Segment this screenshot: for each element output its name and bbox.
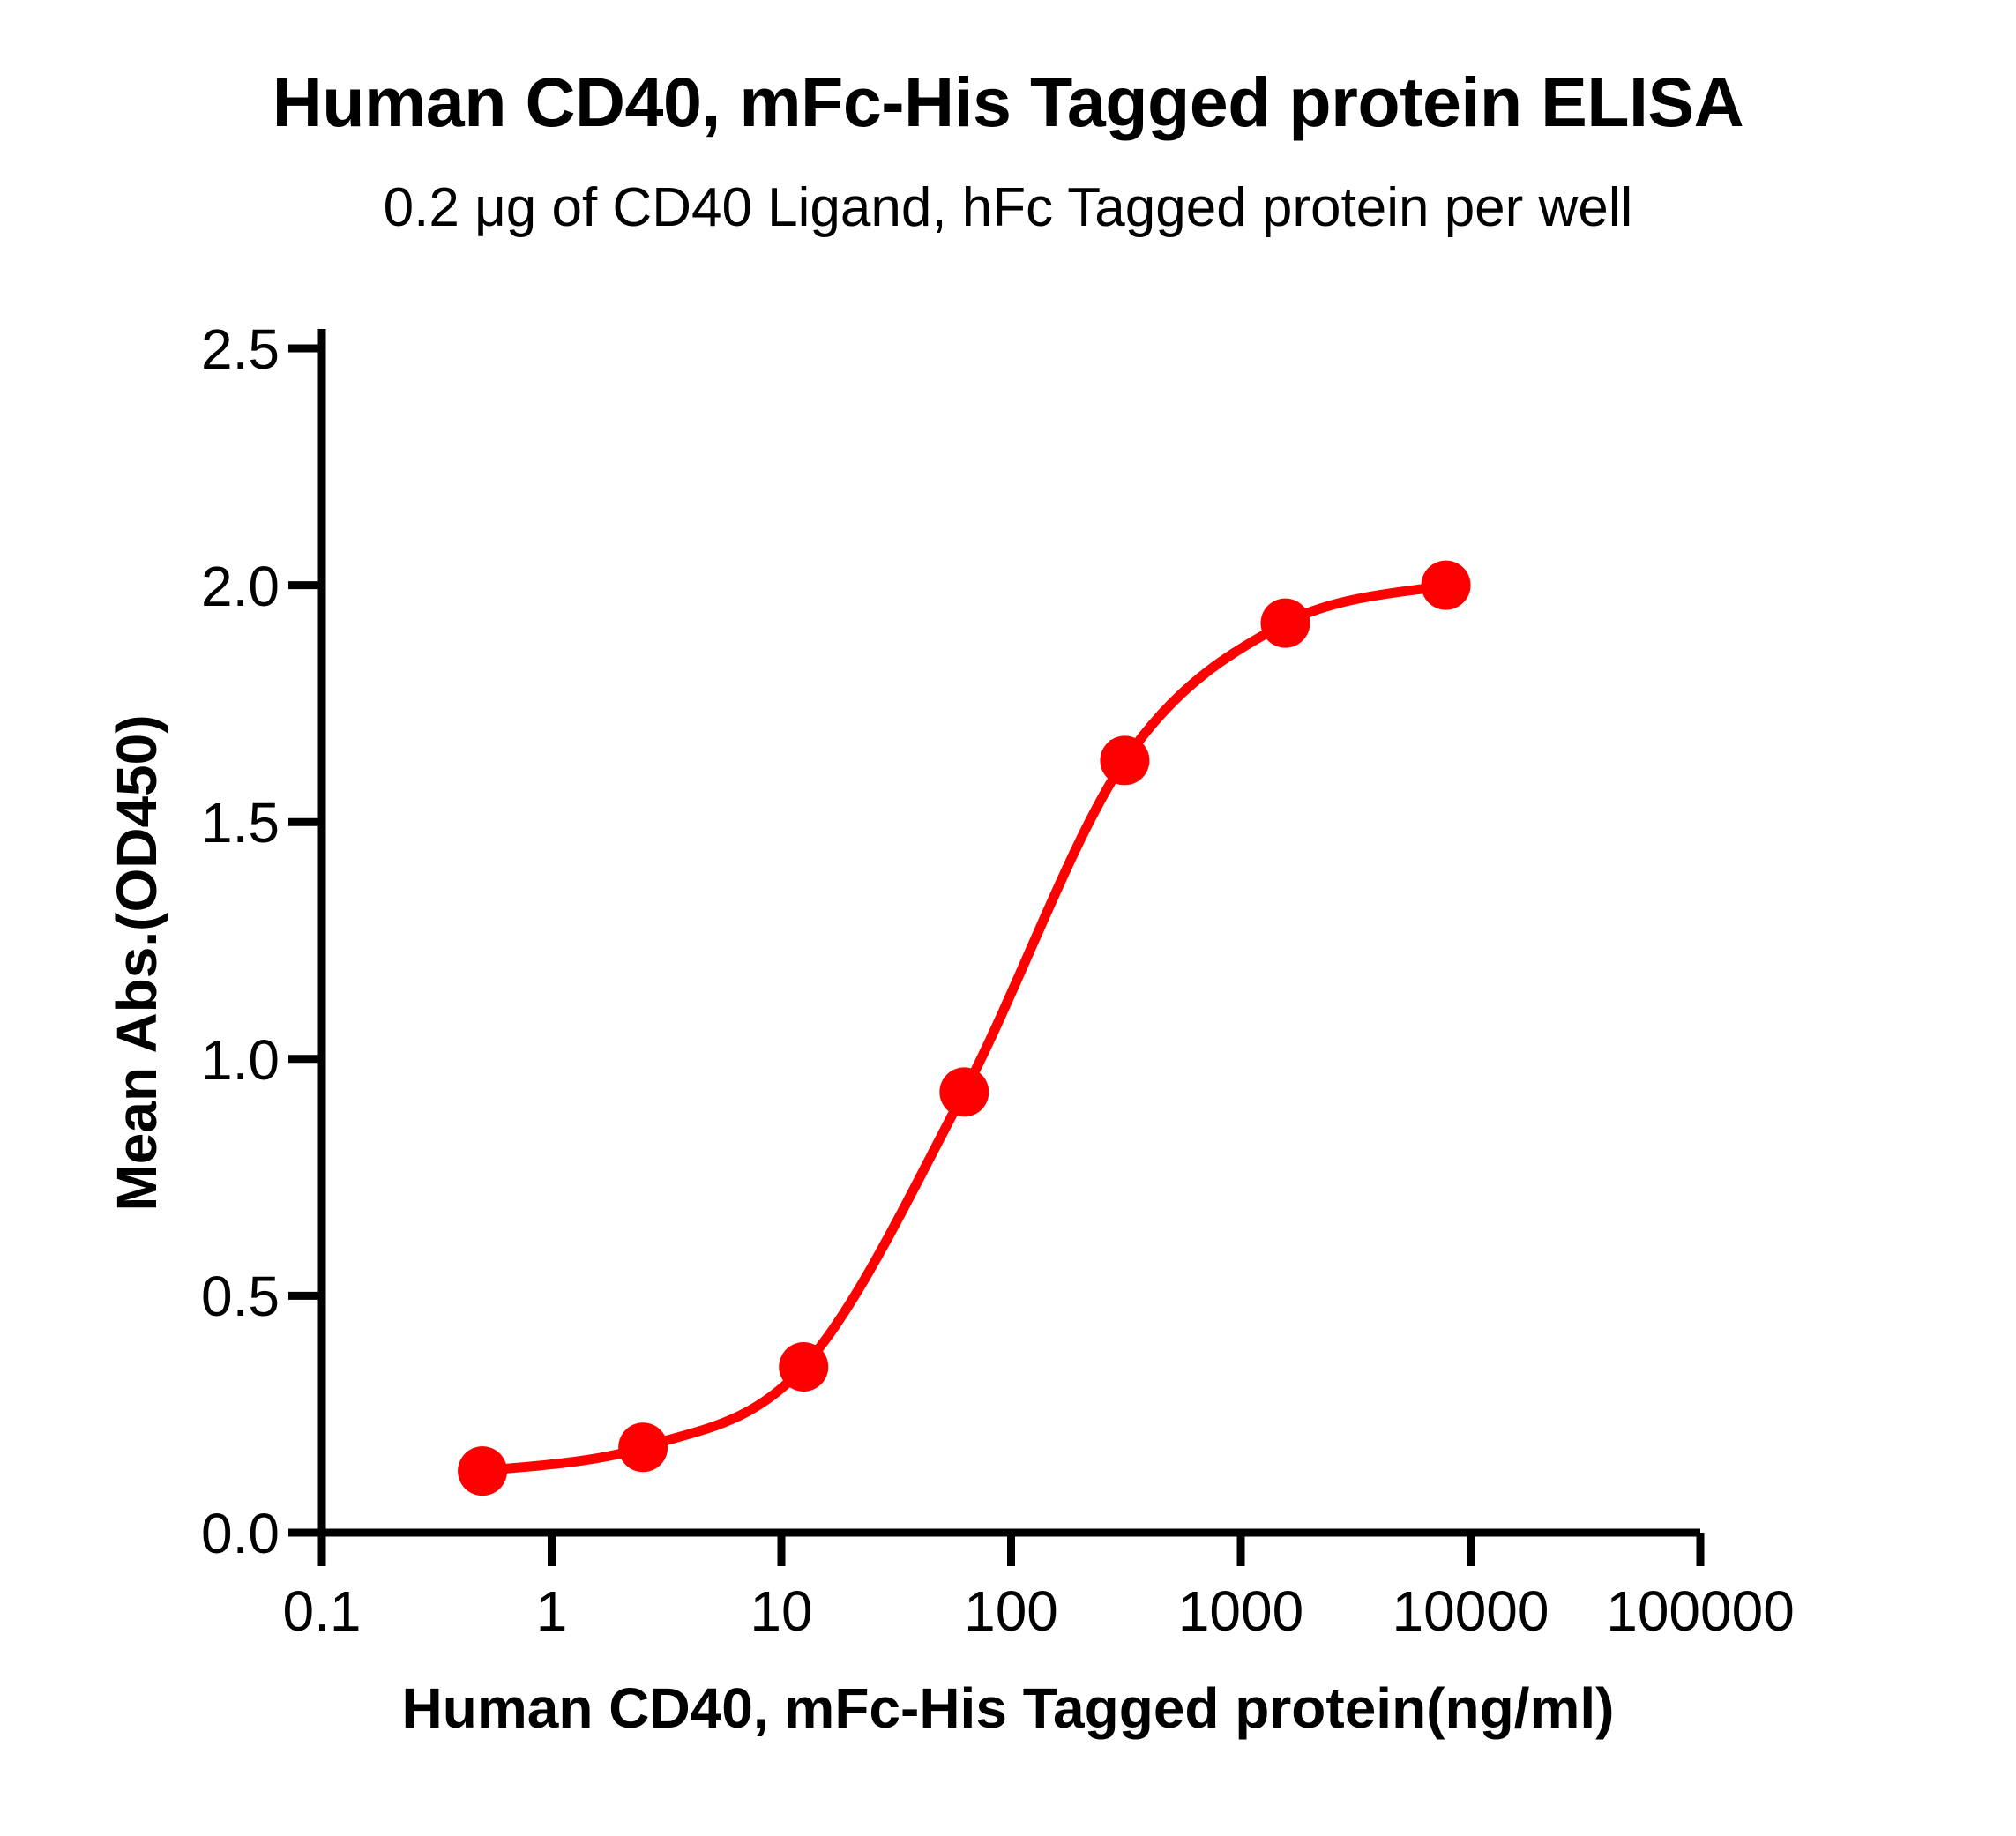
x-tick-label: 1 [535,1579,568,1643]
x-axis-title: Human CD40, mFc-His Tagged protein(ng/ml… [401,1676,1615,1740]
data-point-marker [779,1341,829,1392]
y-tick-label: 0.5 [201,1265,280,1329]
chart-title: Human CD40, mFc-His Tagged protein ELISA [272,63,1744,141]
x-tick-label: 1000 [1177,1579,1304,1643]
data-point-marker [1421,560,1471,610]
data-point-marker [1260,598,1310,648]
axes [295,329,1700,1537]
x-tick-label: 100 [964,1579,1058,1643]
y-tick-label: 2.5 [201,317,280,381]
data-point-marker [1100,735,1150,786]
y-tick-label: 0.0 [201,1502,280,1565]
x-tick-label: 10000 [1392,1579,1549,1643]
y-tick-label: 1.0 [201,1027,280,1092]
y-tick-label: 1.5 [201,791,280,855]
data-curve [477,580,1452,1476]
y-axis-title: Mean Abs.(OD450) [105,714,168,1212]
fit-curve [477,580,1452,1476]
x-tick-label: 100000 [1606,1579,1795,1643]
axis-ticks [288,344,1705,1566]
chart-subtitle: 0.2 μg of CD40 Ligand, hFc Tagged protei… [383,177,1633,238]
x-tick-label: 0.1 [282,1579,362,1643]
data-point-marker [458,1446,508,1496]
data-points [458,560,1471,1496]
x-tick-label: 10 [750,1579,813,1643]
data-point-marker [618,1422,668,1473]
data-point-marker [939,1067,989,1117]
y-tick-label: 2.0 [201,554,280,618]
